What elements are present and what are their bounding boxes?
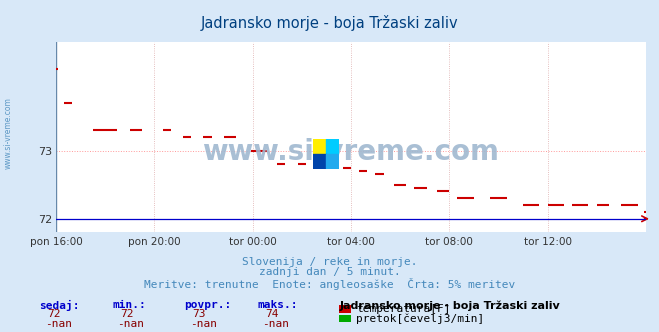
Text: temperatura[F]: temperatura[F] <box>356 304 450 314</box>
Text: www.si-vreme.com: www.si-vreme.com <box>3 97 13 169</box>
Text: maks.:: maks.: <box>257 300 297 310</box>
Text: pretok[čevelj3/min]: pretok[čevelj3/min] <box>356 313 484 324</box>
Text: -nan: -nan <box>117 319 144 329</box>
Text: -nan: -nan <box>190 319 217 329</box>
Text: sedaj:: sedaj: <box>40 300 80 311</box>
Text: zadnji dan / 5 minut.: zadnji dan / 5 minut. <box>258 267 401 277</box>
Text: 72: 72 <box>120 309 133 319</box>
Text: 72: 72 <box>47 309 61 319</box>
Text: 73: 73 <box>192 309 206 319</box>
Text: Meritve: trenutne  Enote: angleosaške  Črta: 5% meritev: Meritve: trenutne Enote: angleosaške Črt… <box>144 278 515 290</box>
Text: 74: 74 <box>265 309 278 319</box>
Text: www.si-vreme.com: www.si-vreme.com <box>202 138 500 166</box>
Text: Jadransko morje - boja Tržaski zaliv: Jadransko morje - boja Tržaski zaliv <box>201 15 458 31</box>
Text: -nan: -nan <box>45 319 72 329</box>
Text: povpr.:: povpr.: <box>185 300 232 310</box>
Text: min.:: min.: <box>112 300 146 310</box>
Text: -nan: -nan <box>262 319 289 329</box>
Text: Jadransko morje - boja Tržaski zaliv: Jadransko morje - boja Tržaski zaliv <box>339 300 560 311</box>
Text: Slovenija / reke in morje.: Slovenija / reke in morje. <box>242 257 417 267</box>
